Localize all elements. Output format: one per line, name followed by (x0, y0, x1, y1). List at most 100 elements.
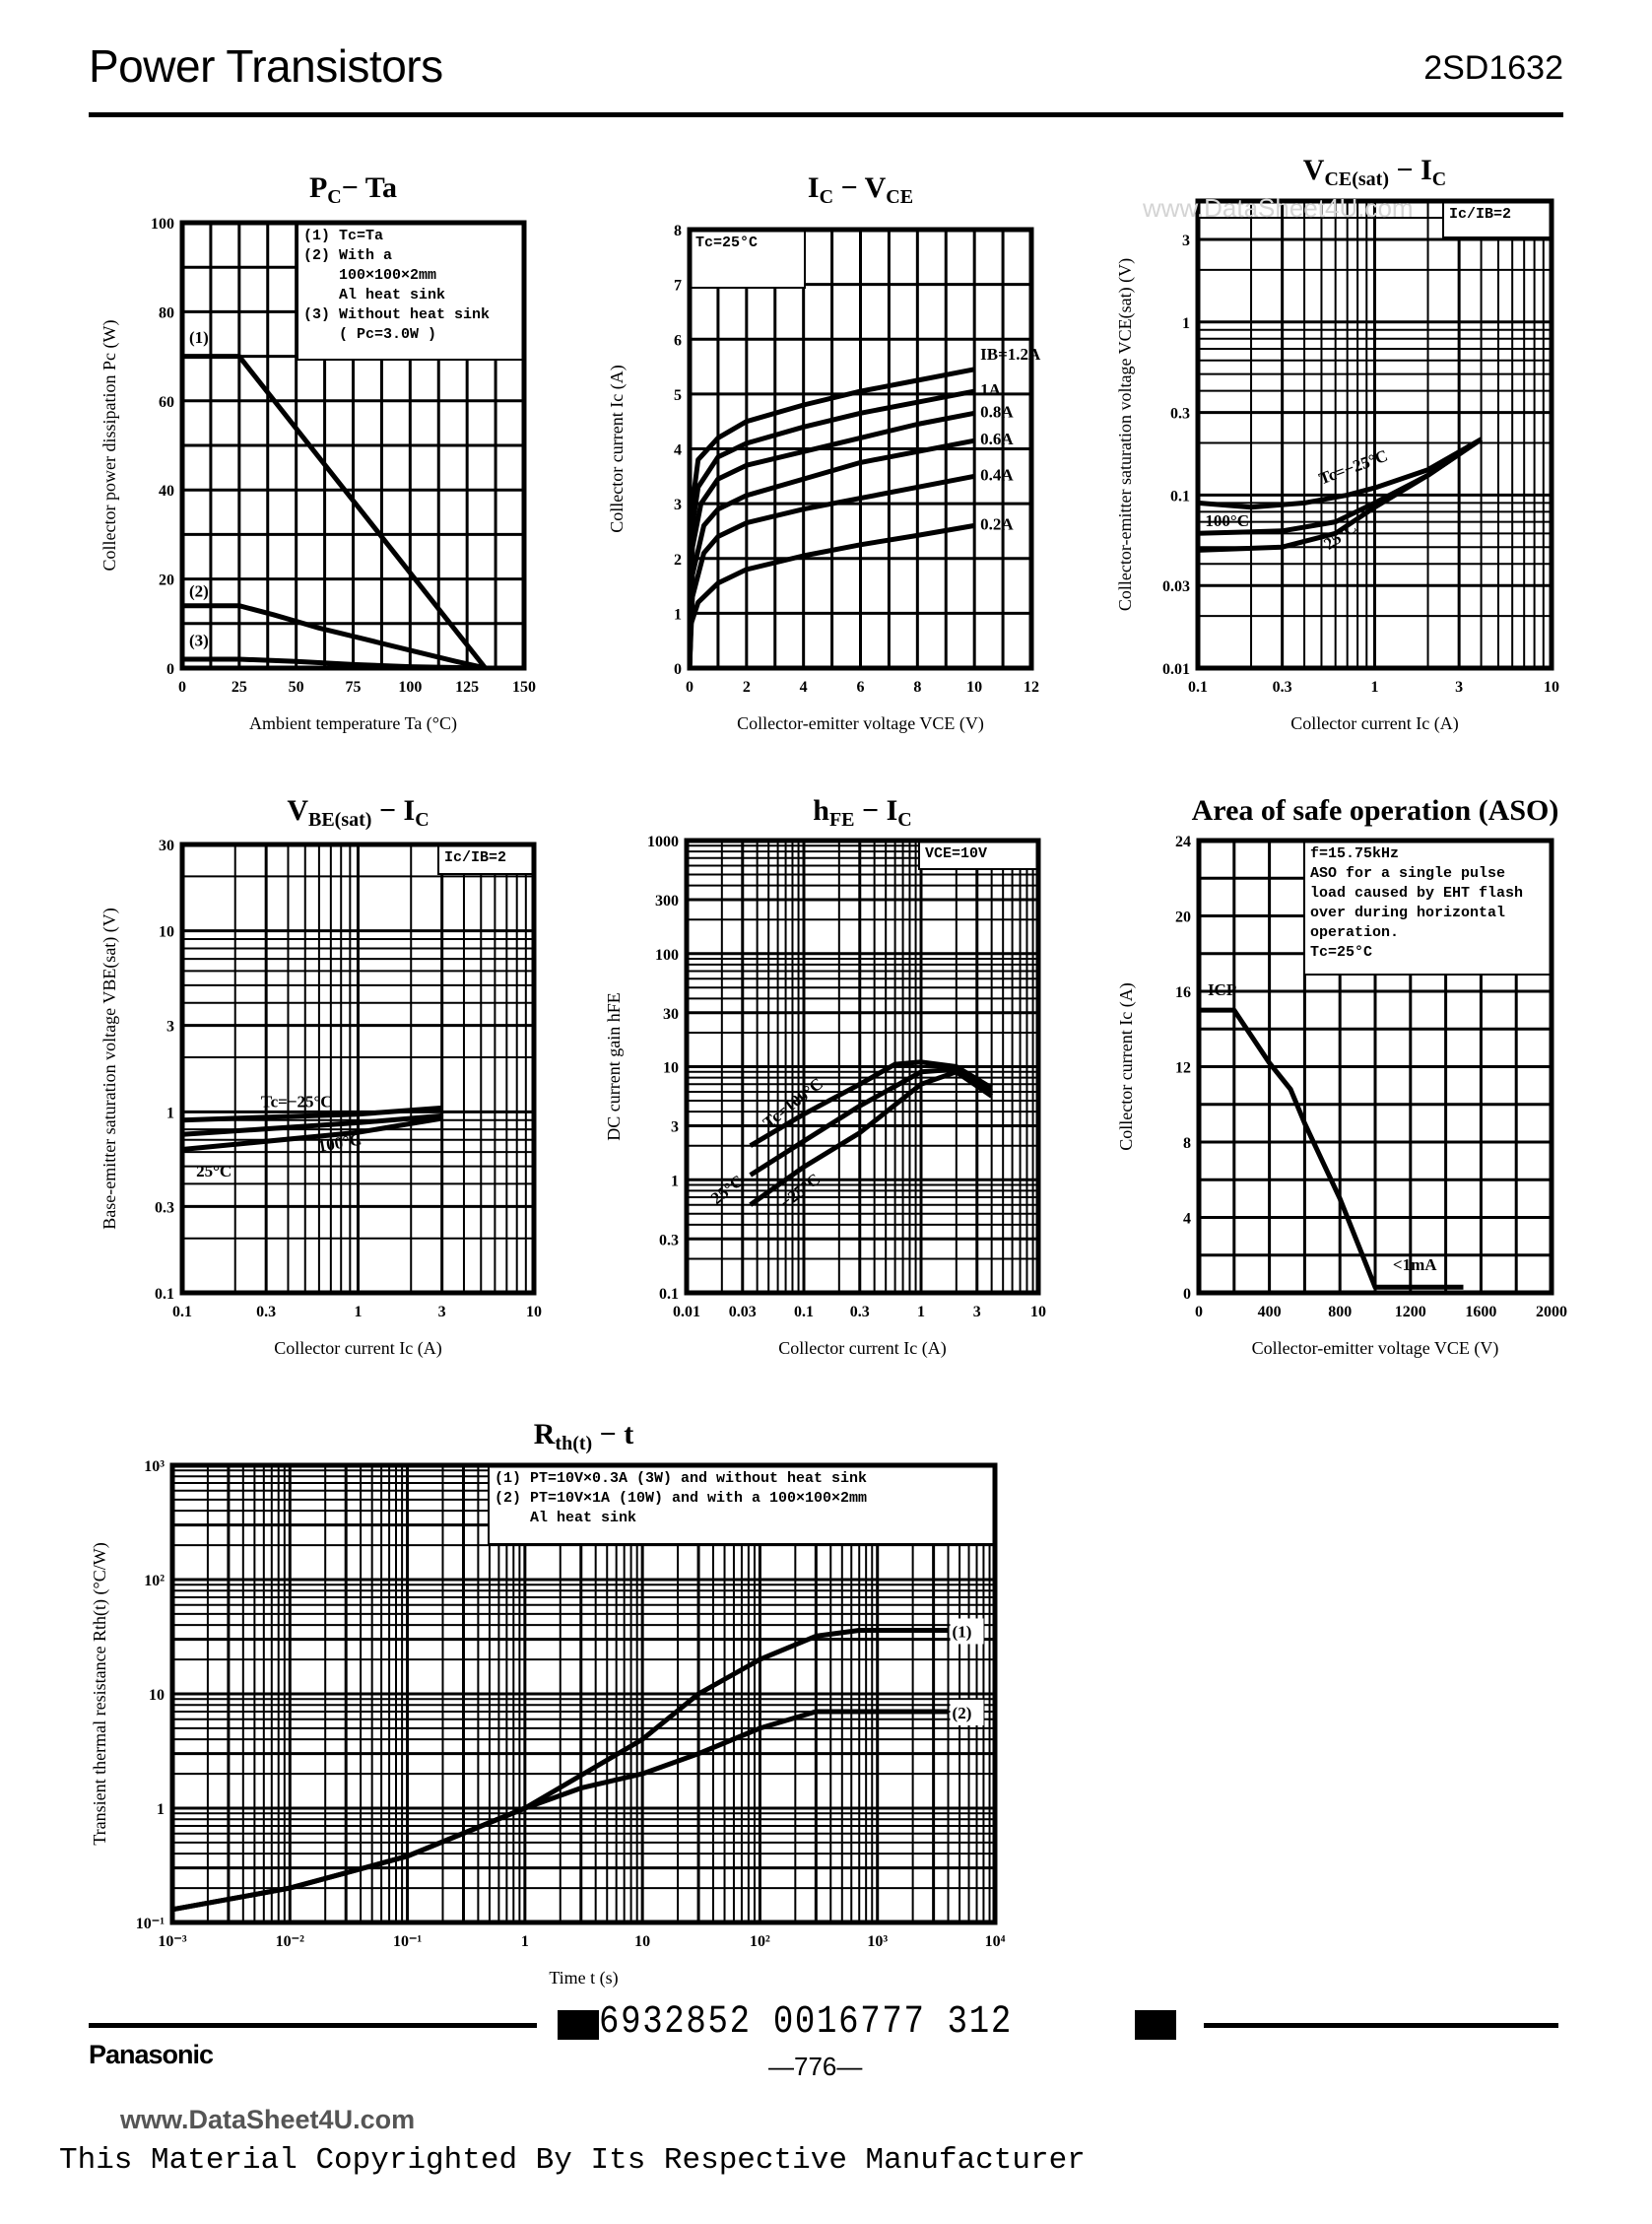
note-line: (1) PT=10V×0.3A (3W) and without heat si… (495, 1470, 867, 1487)
note-box (297, 222, 525, 361)
series-line-3 (687, 410, 975, 669)
x-tick-label: 0.3 (1273, 679, 1292, 696)
chart-title-part: − I (1389, 154, 1432, 186)
x-tick-label: 0.03 (729, 1304, 757, 1320)
x-tick-label: 0.3 (256, 1304, 276, 1320)
watermark: www.DataSheet4U.com (1143, 193, 1414, 223)
series-line-1 (749, 1059, 993, 1148)
chart-title-part: V (1303, 154, 1325, 186)
series-label-bg (950, 1618, 984, 1645)
y-tick-label: 1 (671, 1173, 679, 1189)
y-tick-label: 3 (674, 497, 682, 513)
series-label: IB=1.2A (980, 345, 1041, 364)
y-tick-label: 8 (1183, 1135, 1191, 1152)
y-tick-label: 2 (674, 552, 682, 569)
y-tick-label: 4 (1183, 1211, 1191, 1228)
series-line-3 (182, 656, 486, 671)
header-rule (89, 112, 1563, 117)
plot-frame (1196, 838, 1554, 1296)
y-tick-label: 100 (151, 216, 174, 233)
y-tick-label: 6 (674, 332, 682, 349)
footer-rule-right (1204, 2023, 1558, 2028)
chart-title: IC − VCE (808, 171, 913, 208)
plot-frame (684, 838, 1041, 1296)
y-axis-label: Collector-emitter saturation voltage VCE… (1115, 258, 1136, 611)
y-tick-label: 0.1 (659, 1286, 679, 1303)
y-tick-label: 30 (159, 838, 174, 854)
x-tick-label: 1 (917, 1304, 925, 1320)
x-tick-label: 1200 (1395, 1304, 1426, 1320)
y-tick-label: 60 (159, 394, 174, 411)
chart-title-part: C (897, 809, 911, 831)
y-tick-label: 10 (149, 1687, 165, 1704)
site-link[interactable]: www.DataSheet4U.com (120, 2105, 416, 2134)
y-tick-label: 0.3 (155, 1199, 174, 1216)
y-tick-label: 1 (1182, 315, 1190, 332)
chart-title-part: CE(sat) (1324, 168, 1389, 190)
grid (685, 839, 1040, 1295)
chart-title-part: − I (855, 794, 898, 827)
chart-title-part: C (415, 809, 429, 831)
chart-title-part: − I (371, 794, 415, 827)
y-tick-label: 10 (159, 924, 174, 941)
grid (180, 842, 536, 1295)
note-line: (1) Tc=Ta (303, 228, 383, 244)
x-tick-label: 0 (686, 679, 694, 696)
note-box (1303, 840, 1553, 976)
x-tick-label: 10 (526, 1304, 542, 1320)
series-line-6 (687, 522, 975, 669)
chart-title-part: Area of safe operation (ASO) (1192, 794, 1559, 827)
note-line: Ic/IB=2 (444, 849, 506, 866)
y-tick-label: 7 (674, 278, 682, 295)
x-tick-label: 1 (1371, 679, 1379, 696)
y-tick-label: 0 (1183, 1286, 1191, 1303)
note-line: 100×100×2mm (303, 267, 436, 284)
x-tick-label: 3 (438, 1304, 446, 1320)
note-line: load caused by EHT flash (1310, 885, 1523, 902)
series-line-1 (181, 1105, 442, 1123)
series-line-2 (687, 388, 975, 669)
chart-title: PC− Ta (309, 171, 397, 208)
x-tick-label: 3 (1455, 679, 1463, 696)
x-tick-label: 800 (1328, 1304, 1352, 1320)
x-tick-label: 25 (231, 679, 247, 696)
y-tick-label: 3 (166, 1019, 174, 1036)
chart-title-part: V (287, 794, 308, 827)
series-label: Tc=−25°C (1316, 446, 1390, 489)
chart-title: Area of safe operation (ASO) (1192, 794, 1559, 827)
series-label: 0.8A (980, 402, 1014, 421)
chart-title-part: P (309, 171, 327, 204)
x-tick-label: 0.1 (794, 1304, 814, 1320)
y-tick-label: 4 (674, 442, 682, 459)
chart-6: f=15.75kHz ASO for a single pulse load cau… (1116, 794, 1567, 1359)
note-line: Al heat sink (303, 287, 445, 303)
y-axis-label: Collector current Ic (A) (607, 365, 628, 532)
chart-title-part: C (820, 186, 833, 208)
series-line-1 (1197, 437, 1483, 510)
y-tick-label: 10³ (144, 1458, 165, 1475)
series-line-4 (687, 438, 975, 669)
x-axis-label: Collector current Ic (A) (274, 1338, 441, 1359)
y-tick-label: 0.3 (1170, 406, 1190, 423)
y-tick-label: 300 (655, 893, 679, 910)
series-line-3 (181, 1115, 443, 1152)
series-label: (2) (189, 582, 209, 601)
note-line: (2) With a (303, 247, 392, 264)
copyright-notice: This Material Copyrighted By Its Respect… (59, 2143, 1086, 2178)
grid (1196, 200, 1553, 670)
x-tick-label: 75 (346, 679, 362, 696)
barcode-block-left (558, 2010, 599, 2040)
x-tick-label: 0.1 (172, 1304, 192, 1320)
x-tick-label: 1 (355, 1304, 363, 1320)
chart-title-part: I (808, 171, 820, 204)
note-line: f=15.75kHz (1310, 845, 1399, 862)
y-tick-label: 16 (1175, 984, 1191, 1001)
x-tick-label: 2 (743, 679, 751, 696)
chart-title-part: C (1432, 168, 1446, 190)
series-label: 25°C (707, 1172, 747, 1208)
series-line-2 (181, 1112, 442, 1137)
y-tick-label: 1 (674, 606, 682, 623)
